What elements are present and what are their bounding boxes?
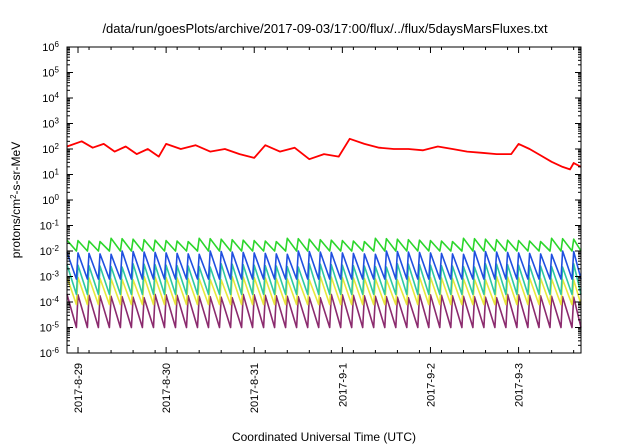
y-tick-base: 10 <box>42 144 54 156</box>
y-axis-label-rest: -s-sr-MeV <box>9 142 23 195</box>
series-line <box>66 137 582 171</box>
x-axis: 2017-8-29 2017-8-30 2017-8-31 2017-9-1 2017-… <box>66 47 575 413</box>
y-tick-base: 10 <box>40 246 52 258</box>
y-tick-exponent: -3 <box>52 269 60 278</box>
y-tick-label: 103 <box>42 116 59 131</box>
x-tick-label: 2017-8-31 <box>249 363 261 413</box>
x-tick-label: 2017-9-1 <box>337 363 349 407</box>
y-tick-exponent: 5 <box>55 65 60 74</box>
y-tick-label: 102 <box>42 142 59 157</box>
y-tick-label: 10-4 <box>40 295 60 310</box>
series-line <box>66 293 582 329</box>
y-tick-exponent: -1 <box>52 218 60 227</box>
y-axis-label-main: protons/cm <box>9 199 23 258</box>
y-tick-label: 10-2 <box>40 244 60 259</box>
x-tick-label: 2017-9-3 <box>514 363 526 407</box>
y-tick-label: 10-3 <box>40 269 60 284</box>
plot-lines <box>66 137 582 329</box>
y-tick-base: 10 <box>40 272 52 284</box>
chart-title: /data/run/goesPlots/archive/2017-09-03/1… <box>102 21 548 36</box>
y-tick-base: 10 <box>42 42 54 54</box>
y-tick-label: 100 <box>42 193 59 208</box>
y-tick-label: 105 <box>42 65 59 80</box>
y-tick-base: 10 <box>42 195 54 207</box>
y-tick-base: 10 <box>40 297 52 309</box>
y-tick-exponent: 3 <box>55 116 60 125</box>
y-tick-exponent: -2 <box>52 244 60 253</box>
y-tick-label: 10-1 <box>40 218 60 233</box>
y-tick-exponent: 2 <box>55 142 60 151</box>
y-tick-base: 10 <box>40 323 52 335</box>
y-tick-base: 10 <box>42 170 54 182</box>
series-line <box>66 263 582 296</box>
y-tick-exponent: -5 <box>52 320 60 329</box>
y-axis-label: protons/cm2-s-sr-MeV <box>9 142 24 258</box>
series-line <box>66 250 582 280</box>
y-tick-exponent: -6 <box>52 346 60 355</box>
y-tick-base: 10 <box>42 68 54 80</box>
y-tick-base: 10 <box>42 93 54 105</box>
series-line <box>66 237 582 252</box>
x-tick-label: 2017-8-29 <box>73 363 85 413</box>
y-tick-base: 10 <box>42 119 54 131</box>
y-tick-label: 101 <box>42 167 59 182</box>
y-tick-base: 10 <box>40 348 52 360</box>
y-tick-label: 10-5 <box>40 320 60 335</box>
y-tick-exponent: -4 <box>52 295 60 304</box>
y-axis-label-sup: 2 <box>9 194 18 199</box>
y-axis: 10-610-510-410-310-210-11001011021031041… <box>40 40 581 361</box>
x-tick-label: 2017-8-30 <box>161 363 173 413</box>
y-tick-label: 104 <box>42 91 59 106</box>
y-tick-base: 10 <box>40 221 52 233</box>
y-tick-label: 106 <box>42 40 59 55</box>
y-tick-exponent: 4 <box>55 91 60 100</box>
x-axis-label: Coordinated Universal Time (UTC) <box>232 430 416 444</box>
x-tick-label: 2017-9-2 <box>425 363 437 407</box>
y-tick-exponent: 6 <box>55 40 60 49</box>
y-tick-exponent: 0 <box>55 193 60 202</box>
y-tick-label: 10-6 <box>40 346 60 361</box>
y-tick-exponent: 1 <box>55 167 60 176</box>
